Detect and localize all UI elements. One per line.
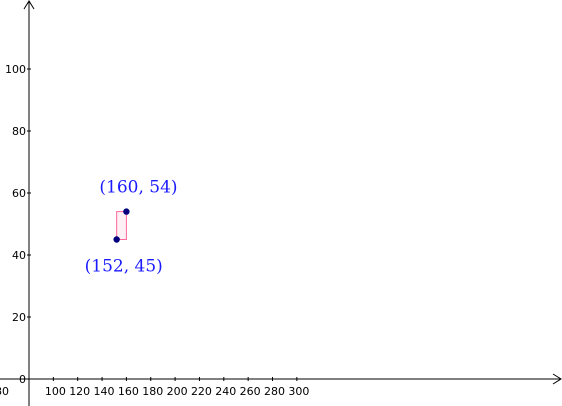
point-a-label: (152, 45)	[85, 257, 163, 277]
x-axis-arrow-icon	[552, 373, 562, 385]
x-tick-label: 300	[288, 385, 309, 398]
x-tick-label: 280	[264, 385, 285, 398]
x-tick-label: 220	[191, 385, 212, 398]
rectangle-polygon[interactable]	[116, 211, 127, 241]
x-tick-label: 240	[215, 385, 236, 398]
y-axis-arrow-icon	[23, 0, 35, 10]
y-tick-label: 100	[5, 63, 26, 76]
x-tick-label: 80	[0, 385, 9, 398]
x-tick-label: 160	[118, 385, 139, 398]
x-tick-label: 180	[142, 385, 163, 398]
x-tick-label: 120	[69, 385, 90, 398]
point-b-label: (160, 54)	[99, 178, 177, 198]
y-tick-label: 40	[12, 249, 26, 262]
x-tick-label: 140	[94, 385, 115, 398]
y-tick-label: 80	[12, 125, 26, 138]
point-a[interactable]	[113, 236, 120, 243]
x-tick-label: 260	[240, 385, 261, 398]
point-b[interactable]	[123, 208, 130, 215]
y-tick-label: 20	[12, 311, 26, 324]
x-tick-label: 200	[167, 385, 188, 398]
y-axis-ticks: 0 20 40 60 80 100	[5, 63, 31, 386]
x-tick-label: 100	[45, 385, 66, 398]
y-tick-label: 60	[12, 187, 26, 200]
x-axis-ticks: 80100120140160180200220240260280300	[0, 377, 309, 398]
y-tick-label: 0	[19, 373, 26, 386]
